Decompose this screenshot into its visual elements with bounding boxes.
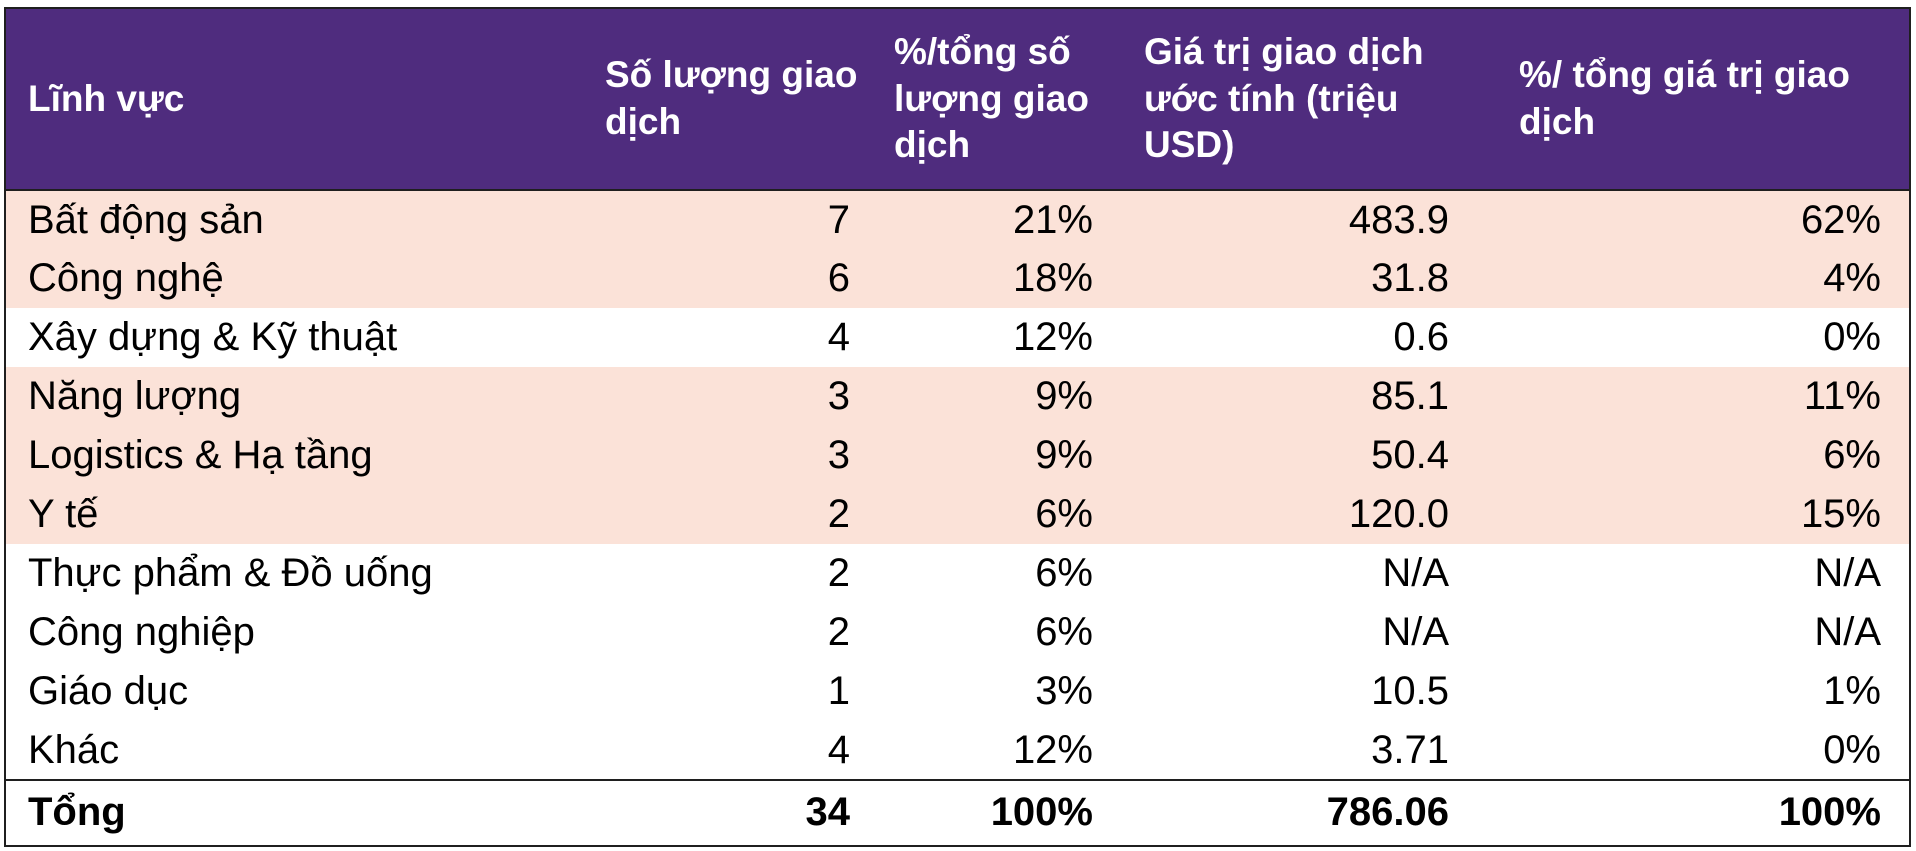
table-row: Giáo dục 1 3% 10.5 1% — [6, 662, 1909, 721]
cell-value: 3.71 — [1371, 727, 1449, 772]
cell-value: 0.6 — [1393, 315, 1449, 359]
table-row: Công nghiệp 2 6% N/A N/A — [6, 603, 1909, 662]
cell-value-pct: 0% — [1823, 727, 1881, 772]
cell-value: 50.4 — [1371, 433, 1449, 477]
header-sector: Lĩnh vực — [6, 9, 569, 191]
cell-count-pct: 21% — [1012, 197, 1093, 242]
table-footer: Tổng 34 100% 786.06 100% — [6, 780, 1909, 843]
header-deal-value: Giá trị giao dịch ước tính (triệu USD) — [1119, 9, 1475, 191]
cell-count: 3 — [827, 433, 850, 477]
total-value: 786.06 — [1326, 789, 1449, 834]
header-row: Lĩnh vực Số lượng giao dịch %/tổng số lư… — [6, 9, 1909, 191]
cell-count-pct: 18% — [1012, 256, 1093, 300]
total-row: Tổng 34 100% 786.06 100% — [6, 780, 1909, 843]
table-row: Y tế 2 6% 120.0 15% — [6, 485, 1909, 544]
cell-sector: Xây dựng & Kỹ thuật — [28, 315, 398, 359]
cell-sector: Thực phẩm & Đồ uống — [28, 551, 433, 595]
cell-sector: Y tế — [28, 492, 99, 536]
cell-value: 31.8 — [1371, 256, 1449, 300]
cell-sector: Logistics & Hạ tầng — [28, 433, 373, 477]
cell-count: 4 — [827, 727, 850, 772]
table-body: Bất động sản 7 21% 483.9 62% Công nghệ 6… — [6, 190, 1909, 780]
header-deal-count: Số lượng giao dịch — [569, 9, 874, 191]
cell-count: 7 — [827, 197, 850, 242]
cell-count-pct: 9% — [1035, 374, 1093, 418]
cell-count: 6 — [827, 256, 850, 300]
cell-count: 4 — [827, 315, 850, 359]
cell-value: 10.5 — [1371, 669, 1449, 713]
table-header: Lĩnh vực Số lượng giao dịch %/tổng số lư… — [6, 9, 1909, 191]
cell-count-pct: 12% — [1012, 727, 1093, 772]
cell-value-pct: 0% — [1823, 315, 1881, 359]
cell-value: 120.0 — [1348, 492, 1449, 536]
total-label: Tổng — [28, 789, 126, 834]
table-row: Logistics & Hạ tầng 3 9% 50.4 6% — [6, 426, 1909, 485]
cell-count: 3 — [827, 374, 850, 418]
cell-value-pct: 62% — [1800, 197, 1881, 242]
cell-count-pct: 6% — [1035, 610, 1093, 654]
table-row: Bất động sản 7 21% 483.9 62% — [6, 190, 1909, 249]
table-row: Xây dựng & Kỹ thuật 4 12% 0.6 0% — [6, 308, 1909, 367]
cell-value-pct: 4% — [1823, 256, 1881, 300]
cell-value: N/A — [1382, 610, 1449, 654]
cell-value: 483.9 — [1348, 197, 1449, 242]
cell-count: 2 — [827, 610, 850, 654]
cell-count-pct: 3% — [1035, 669, 1093, 713]
header-deal-value-pct: %/ tổng giá trị giao dịch — [1475, 9, 1909, 191]
cell-sector: Giáo dục — [28, 669, 189, 713]
total-value-pct: 100% — [1778, 789, 1881, 834]
cell-count-pct: 9% — [1035, 433, 1093, 477]
cell-value-pct: N/A — [1814, 610, 1881, 654]
cell-count: 2 — [827, 492, 850, 536]
cell-value-pct: 6% — [1823, 433, 1881, 477]
cell-count-pct: 6% — [1035, 551, 1093, 595]
cell-value-pct: N/A — [1814, 551, 1881, 595]
table-row: Thực phẩm & Đồ uống 2 6% N/A N/A — [6, 544, 1909, 603]
cell-count: 1 — [827, 669, 850, 713]
sector-table: Lĩnh vực Số lượng giao dịch %/tổng số lư… — [6, 9, 1909, 843]
total-count-pct: 100% — [990, 789, 1093, 834]
cell-sector: Khác — [28, 727, 120, 772]
cell-count-pct: 6% — [1035, 492, 1093, 536]
cell-sector: Năng lượng — [28, 374, 242, 418]
cell-value-pct: 11% — [1803, 374, 1881, 418]
cell-value: N/A — [1382, 551, 1449, 595]
header-deal-count-pct: %/tổng số lượng giao dịch — [874, 9, 1119, 191]
cell-value-pct: 1% — [1823, 669, 1881, 713]
cell-value-pct: 15% — [1800, 492, 1881, 536]
deal-sector-table: Lĩnh vực Số lượng giao dịch %/tổng số lư… — [4, 7, 1911, 847]
cell-sector: Bất động sản — [28, 197, 264, 242]
table-row: Năng lượng 3 9% 85.1 11% — [6, 367, 1909, 426]
cell-count: 2 — [827, 551, 850, 595]
cell-sector: Công nghệ — [28, 256, 224, 300]
table-row: Công nghệ 6 18% 31.8 4% — [6, 249, 1909, 308]
total-count: 34 — [805, 789, 851, 834]
cell-sector: Công nghiệp — [28, 610, 255, 654]
cell-value: 85.1 — [1371, 374, 1449, 418]
table-row: Khác 4 12% 3.71 0% — [6, 721, 1909, 780]
cell-count-pct: 12% — [1012, 315, 1093, 359]
